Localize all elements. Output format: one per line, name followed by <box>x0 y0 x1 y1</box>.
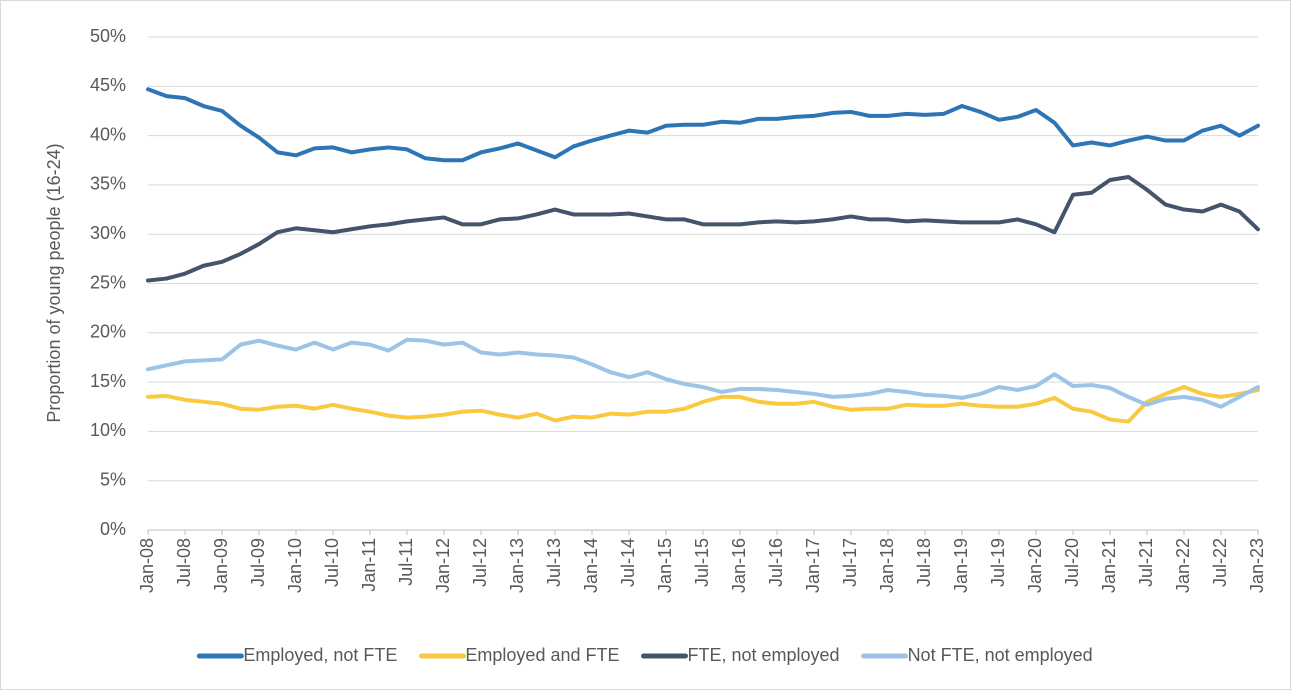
series-line <box>146 87 1260 163</box>
x-tick-label: Jul-15 <box>692 538 712 587</box>
x-tick-label: Jan-12 <box>433 538 453 593</box>
x-tick-label: Jan-21 <box>1099 538 1119 593</box>
x-tick-label: Jul-11 <box>396 538 416 586</box>
legend-label: Not FTE, not employed <box>908 645 1093 665</box>
x-tick-label: Jul-18 <box>914 538 934 587</box>
y-tick-label: 30% <box>90 223 126 243</box>
x-tick-label: Jul-12 <box>470 538 490 587</box>
y-axis-title: Proportion of young people (16-24) <box>44 143 64 422</box>
x-tick-label: Jul-14 <box>618 538 638 587</box>
x-tick-label: Jul-17 <box>840 538 860 587</box>
x-tick-label: Jan-19 <box>951 538 971 593</box>
x-tick-label: Jan-16 <box>729 538 749 593</box>
legend-label: FTE, not employed <box>687 645 839 665</box>
y-tick-label: 45% <box>90 75 126 95</box>
x-tick-label: Jan-17 <box>803 538 823 593</box>
x-tick-label: Jan-14 <box>581 538 601 593</box>
x-tick-label: Jan-20 <box>1025 538 1045 593</box>
x-tick-label: Jul-21 <box>1136 538 1156 587</box>
y-tick-label: 40% <box>90 124 126 144</box>
x-tick-label: Jul-10 <box>322 538 342 587</box>
y-tick-label: 50% <box>90 26 126 46</box>
series-line <box>146 385 1260 424</box>
x-tick-label: Jan-10 <box>285 538 305 593</box>
x-tick-label: Jul-22 <box>1210 538 1230 587</box>
y-tick-label: 5% <box>100 469 126 489</box>
x-tick-label: Jan-08 <box>137 538 157 593</box>
x-tick-label: Jan-15 <box>655 538 675 593</box>
x-tick-label: Jul-13 <box>544 538 564 587</box>
x-tick-label: Jul-16 <box>766 538 786 587</box>
y-tick-label: 25% <box>90 272 126 292</box>
x-tick-label: Jan-11 <box>359 538 379 592</box>
legend-label: Employed, not FTE <box>243 645 397 665</box>
series-line <box>146 337 1260 409</box>
y-tick-label: 15% <box>90 371 126 391</box>
x-tick-label: Jul-09 <box>248 538 268 587</box>
x-tick-label: Jan-09 <box>211 538 231 593</box>
x-tick-label: Jan-22 <box>1173 538 1193 593</box>
x-tick-label: Jan-23 <box>1247 538 1267 593</box>
series-line <box>146 175 1260 283</box>
x-tick-label: Jan-18 <box>877 538 897 593</box>
y-tick-label: 10% <box>90 420 126 440</box>
x-tick-label: Jul-08 <box>174 538 194 587</box>
y-tick-label: 35% <box>90 174 126 194</box>
x-tick-label: Jan-13 <box>507 538 527 593</box>
x-tick-label: Jul-19 <box>988 538 1008 587</box>
y-tick-label: 0% <box>100 519 126 539</box>
legend-label: Employed and FTE <box>465 645 619 665</box>
x-tick-label: Jul-20 <box>1062 538 1082 587</box>
y-tick-label: 20% <box>90 322 126 342</box>
